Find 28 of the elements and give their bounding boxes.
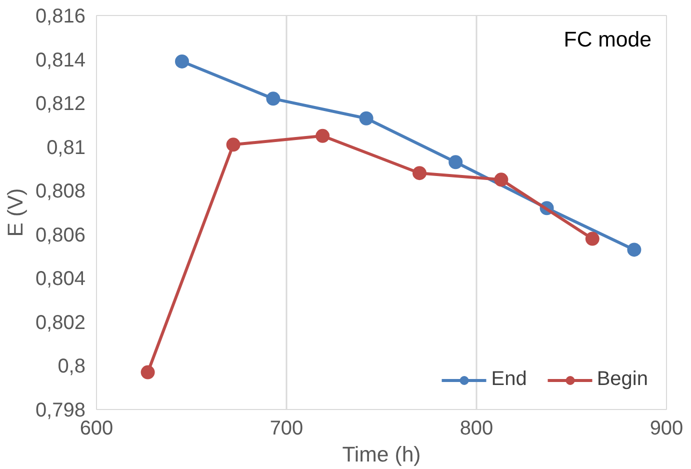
legend-label: End [491,368,527,391]
legend-label: Begin [596,368,648,391]
y-tick-label: 0,808 [35,180,86,203]
y-tick-label: 0,806 [35,224,86,246]
point [627,242,642,257]
x-axis-title: Time (h) [342,442,421,466]
y-tick-label: 0,814 [35,49,86,72]
x-tick-label: 800 [460,418,494,440]
point [412,166,426,180]
point [585,232,600,246]
point [316,128,330,143]
point [359,111,374,126]
point [494,172,508,187]
y-tick-label: 0,8 [58,356,86,378]
y-tick-label: 0,816 [35,6,86,28]
y-axis-title: E (V) [3,188,28,237]
point [226,138,240,152]
point [448,155,463,170]
y-tick-label: 0,812 [35,93,86,116]
point [140,365,155,380]
point [175,54,189,68]
y-tick-label: 0,802 [35,312,86,334]
y-tick-label: 0,81 [46,136,86,159]
point [266,92,280,106]
y-tick-label: 0,804 [35,268,86,290]
annotation: FC mode [564,28,652,52]
x-tick-label: 900 [650,418,684,440]
x-tick-label: 700 [270,418,304,440]
